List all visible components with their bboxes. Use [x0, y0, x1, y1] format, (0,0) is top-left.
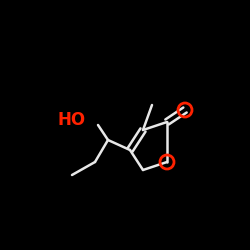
Text: HO: HO — [58, 111, 86, 129]
